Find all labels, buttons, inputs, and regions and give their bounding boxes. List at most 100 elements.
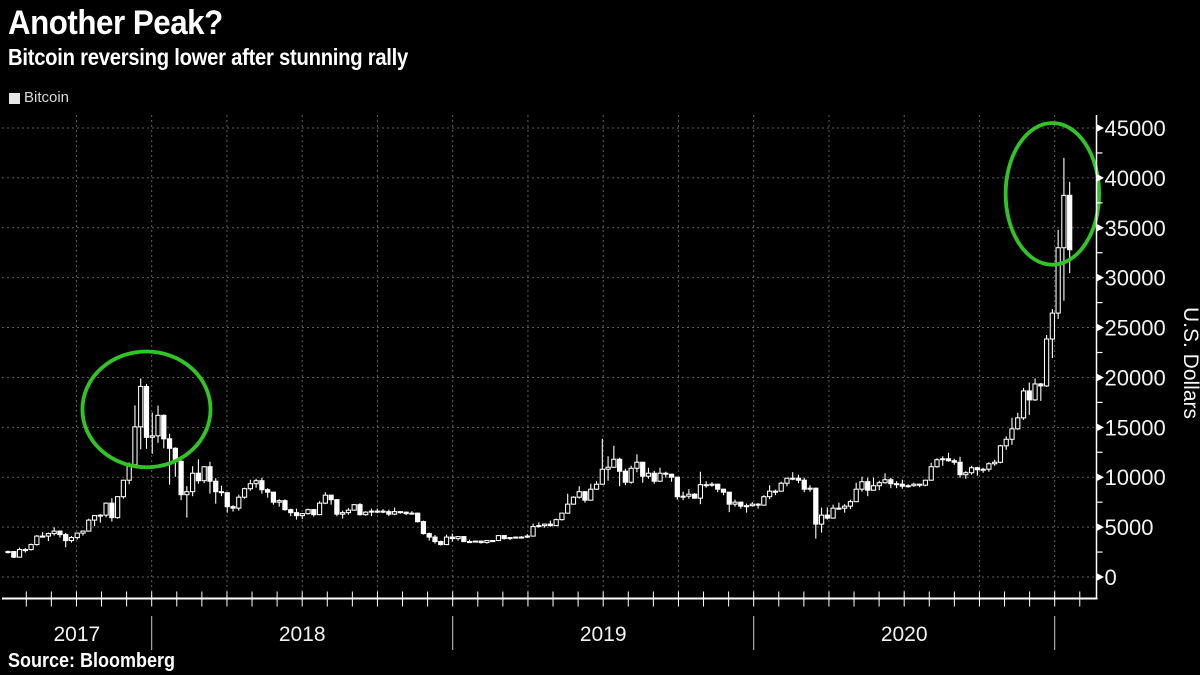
- candle-body: [397, 511, 403, 514]
- candle-body: [443, 536, 450, 546]
- candle-body: [715, 483, 721, 490]
- y-tick-label: 25000: [1105, 316, 1166, 341]
- candle-body: [576, 491, 582, 498]
- candle-body: [351, 504, 357, 511]
- candle-body: [836, 507, 842, 510]
- y-major-tick: [1096, 523, 1104, 532]
- candle-body: [253, 480, 259, 485]
- candle-body: [530, 526, 536, 537]
- candle-body: [22, 549, 28, 552]
- candle-body: [593, 483, 600, 490]
- candle-body: [241, 488, 248, 498]
- candle-body: [305, 509, 311, 515]
- candle-body: [922, 479, 929, 486]
- candle-body: [899, 483, 905, 487]
- candle-body: [755, 503, 761, 506]
- candle-body: [299, 513, 305, 517]
- candle-body: [807, 487, 813, 490]
- candle-body: [945, 458, 952, 462]
- y-tick-label: 20000: [1105, 365, 1166, 390]
- candle-body: [795, 477, 802, 481]
- candle-body: [876, 482, 882, 487]
- candle-body: [518, 536, 525, 539]
- y-major-tick: [1096, 473, 1104, 482]
- candle-body: [340, 512, 346, 515]
- candle-body: [565, 503, 571, 514]
- x-year-label: 2017: [53, 623, 100, 646]
- candle-body: [790, 477, 796, 480]
- x-year-label: 2018: [279, 623, 326, 646]
- candle-body: [611, 458, 617, 468]
- y-tick-label: 30000: [1105, 266, 1166, 291]
- candle-body: [524, 535, 530, 538]
- candle-body: [166, 438, 173, 449]
- candle-body: [63, 534, 69, 542]
- y-tick-label: 0: [1105, 565, 1117, 590]
- y-major-tick: [1096, 173, 1104, 182]
- candle-body: [455, 536, 461, 540]
- candle-body: [495, 535, 502, 542]
- candle-body: [536, 525, 542, 528]
- candle-body: [120, 479, 127, 498]
- candle-body: [115, 496, 121, 519]
- candle-body: [449, 536, 455, 540]
- candle-body: [97, 514, 103, 517]
- candle-body: [842, 505, 848, 509]
- candle-body: [703, 484, 709, 487]
- candle-body: [230, 506, 236, 509]
- candle-body: [363, 511, 369, 516]
- candle-body: [893, 483, 900, 486]
- candle-body: [1043, 338, 1050, 387]
- candle-body: [824, 514, 830, 519]
- candle-body: [1020, 390, 1027, 419]
- candle-body: [472, 540, 478, 543]
- y-tick-label: 10000: [1105, 465, 1166, 490]
- candle-body: [28, 544, 34, 551]
- candle-body: [761, 496, 767, 506]
- candle-body: [957, 461, 963, 476]
- candle-body: [293, 512, 300, 517]
- candle-body: [409, 512, 415, 515]
- peak-annotation-ellipse: [80, 349, 213, 470]
- candle-body: [801, 479, 807, 490]
- candle-body: [651, 472, 657, 482]
- x-year-label: 2020: [881, 623, 928, 646]
- candle-body: [778, 482, 784, 492]
- candle-body: [311, 509, 317, 516]
- candle-body: [853, 488, 859, 503]
- candle-body: [588, 488, 594, 501]
- candle-body: [859, 481, 865, 490]
- candle-body: [236, 496, 242, 509]
- candle-body: [432, 536, 438, 543]
- candle-body: [772, 490, 779, 493]
- candle-body: [697, 484, 704, 499]
- candle-body: [686, 493, 692, 497]
- candle-body: [1038, 383, 1044, 387]
- candle-body: [743, 505, 750, 508]
- candle-body: [195, 472, 202, 482]
- candle-body: [265, 489, 271, 493]
- y-major-tick: [1096, 223, 1104, 232]
- candle-body: [490, 540, 496, 543]
- candle-body: [870, 485, 877, 491]
- y-tick-label: 40000: [1105, 166, 1166, 191]
- candle-body: [605, 466, 611, 470]
- candle-body: [80, 530, 86, 534]
- candle-body: [143, 385, 150, 438]
- candle-body: [813, 487, 819, 525]
- candle-body: [138, 385, 144, 428]
- candle-body: [201, 466, 207, 482]
- candle-body: [270, 491, 277, 503]
- y-tick-label: 35000: [1105, 216, 1166, 241]
- candle-body: [190, 472, 196, 493]
- candle-body: [645, 472, 652, 477]
- candle-body: [911, 483, 917, 487]
- candle-body: [640, 461, 646, 477]
- candle-body: [738, 501, 744, 507]
- candle-body: [767, 490, 773, 498]
- candle-body: [403, 511, 409, 515]
- candle-body: [720, 488, 727, 493]
- candle-body: [51, 530, 57, 535]
- candle-body: [39, 535, 46, 538]
